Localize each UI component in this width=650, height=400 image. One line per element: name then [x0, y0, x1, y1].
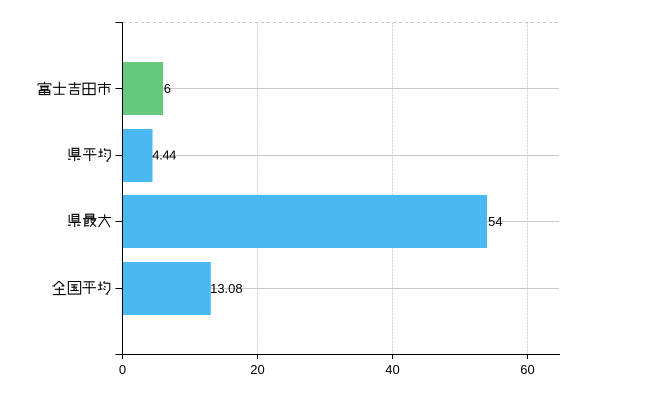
svg-text:0: 0: [119, 362, 126, 377]
svg-text:4.44: 4.44: [152, 147, 176, 162]
svg-text:54: 54: [488, 214, 502, 229]
svg-text:20: 20: [250, 362, 264, 377]
svg-text:13.08: 13.08: [210, 281, 243, 296]
svg-text:6: 6: [164, 81, 171, 96]
svg-text:40: 40: [385, 362, 399, 377]
svg-text:60: 60: [520, 362, 534, 377]
